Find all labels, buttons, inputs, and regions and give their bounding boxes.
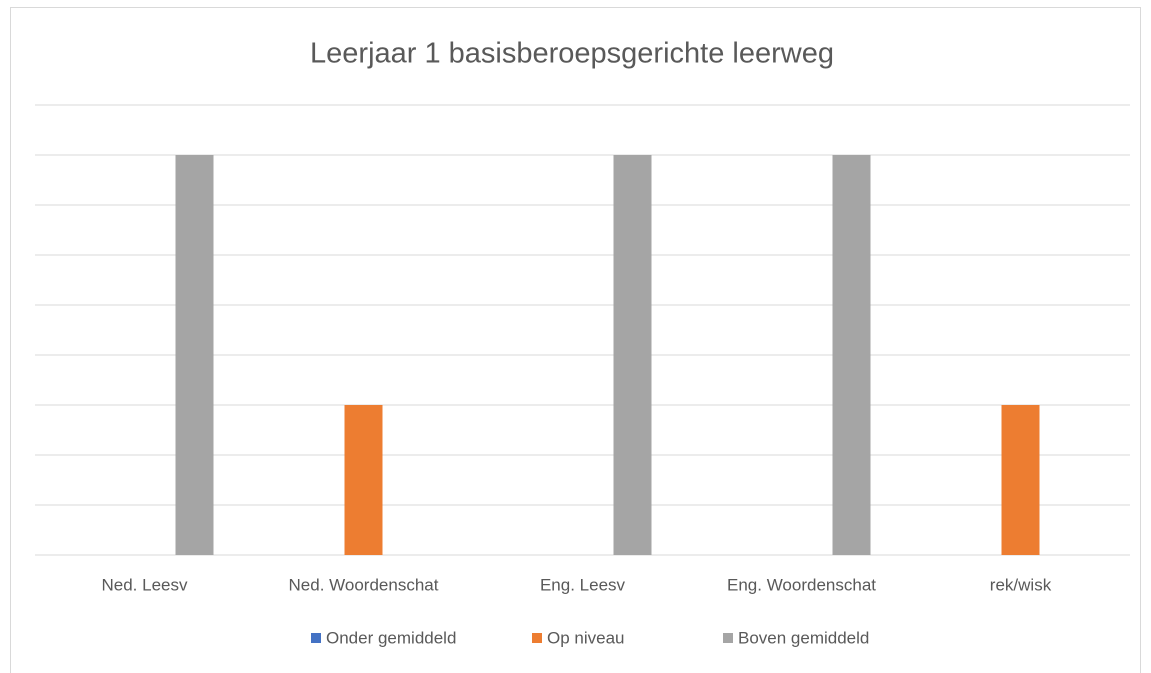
x-tick-label: Ned. Leesv [102,575,188,594]
legend-label: Boven gemiddeld [738,628,869,647]
legend-swatch [532,633,542,643]
legend-swatch [723,633,733,643]
chart-frame [10,7,1141,673]
chart-title: Leerjaar 1 basisberoepsgerichte leerweg [310,38,834,70]
legend-label: Op niveau [547,628,625,647]
legend-label: Onder gemiddeld [326,628,456,647]
bar [832,155,871,555]
x-tick-label: Eng. Woordenschat [727,575,876,594]
x-tick-label: Ned. Woordenschat [289,575,439,594]
bar [344,405,383,555]
bar [1001,405,1040,555]
legend-swatch [311,633,321,643]
bar [175,155,214,555]
bar [613,155,652,555]
x-tick-label: Eng. Leesv [540,575,626,594]
x-tick-label: rek/wisk [990,575,1052,594]
